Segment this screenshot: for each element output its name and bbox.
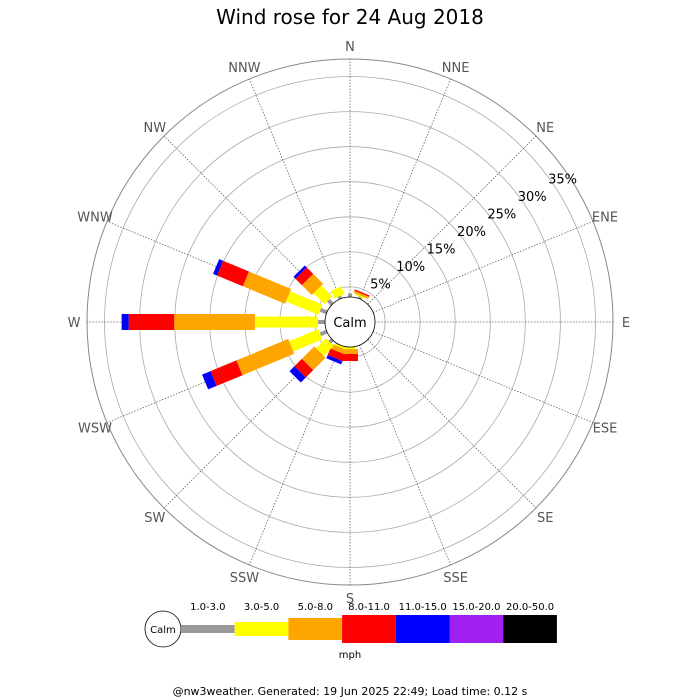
bar-NNE-8.0-11.0 xyxy=(354,289,370,297)
bar-WNW-11.0-15.0 xyxy=(213,259,224,276)
spoke-NNW xyxy=(248,78,341,300)
bar-NNE-5.0-8.0 xyxy=(353,290,370,299)
percent-label-20: 20% xyxy=(457,225,486,240)
legend-label-11.0-15.0: 11.0-15.0 xyxy=(399,602,447,613)
direction-label-WNW: WNW xyxy=(77,210,113,225)
direction-label-NE: NE xyxy=(536,121,554,136)
direction-label-N: N xyxy=(345,40,355,55)
direction-label-SSE: SSE xyxy=(443,571,468,586)
direction-label-NNW: NNW xyxy=(228,61,260,76)
direction-labels: N NNE NE ENE E ESE SE SSE S SSW SW WSW W WNW NW NNW xyxy=(68,40,631,607)
direction-label-SW: SW xyxy=(144,511,165,526)
percent-label-15: 15% xyxy=(427,242,456,257)
direction-label-ENE: ENE xyxy=(592,210,618,225)
speed-legend: Calm 1.0-3.0 3.0-5.0 5.0-8.0 8.0-11.0 11.0-15… xyxy=(144,602,557,661)
spoke-ENE xyxy=(372,220,594,313)
percent-labels: 5% 10%15%20%25%30%35% xyxy=(370,172,577,292)
spoke-SE xyxy=(367,339,537,509)
legend-swatch-15.0-20.0 xyxy=(449,615,504,643)
legend-swatch-11.0-15.0 xyxy=(395,615,450,643)
bar-WNW-5.0-8.0 xyxy=(242,271,292,304)
bar-SW-11.0-15.0 xyxy=(289,366,306,383)
direction-label-SSW: SSW xyxy=(230,571,260,586)
direction-label-S: S xyxy=(346,592,354,607)
bar-NNW-3.0-5.0 xyxy=(331,286,345,299)
legend-swatch-5.0-8.0 xyxy=(288,618,343,640)
bar-SSW-5.0-8.0 xyxy=(330,343,348,355)
bar-SW-5.0-8.0 xyxy=(301,346,326,371)
bar-NNW-1.0-3.0 xyxy=(337,295,343,300)
bar-NW-1.0-3.0 xyxy=(326,298,334,306)
legend-swatch-20.0-50.0 xyxy=(503,615,557,643)
bar-WNW-8.0-11.0 xyxy=(216,260,249,287)
bar-SSW-8.0-11.0 xyxy=(327,348,346,362)
spoke-ESE xyxy=(372,331,594,424)
legend-label-15.0-20.0: 15.0-20.0 xyxy=(452,602,500,613)
legend-swatch-1.0-3.0 xyxy=(181,625,235,633)
bar-WSW-8.0-11.0 xyxy=(210,360,243,386)
spoke-NNE xyxy=(359,78,452,300)
percent-label-5: 5% xyxy=(370,278,391,293)
legend-units: mph xyxy=(339,650,361,661)
bar-SW-1.0-3.0 xyxy=(328,338,334,344)
percent-label-10: 10% xyxy=(396,260,425,275)
bar-SW-8.0-11.0 xyxy=(294,358,314,378)
calm-label: Calm xyxy=(333,316,366,331)
legend-label-3.0-5.0: 3.0-5.0 xyxy=(244,602,279,613)
bar-WSW-5.0-8.0 xyxy=(236,338,295,376)
chart-title: Wind rose for 24 Aug 2018 xyxy=(216,5,484,29)
spoke-SSW xyxy=(248,344,341,566)
spoke-NE xyxy=(367,135,537,305)
bar-WNW-1.0-3.0 xyxy=(319,307,328,315)
wind-bars xyxy=(121,259,370,390)
bar-SW-3.0-5.0 xyxy=(316,338,334,356)
legend-swatch-3.0-5.0 xyxy=(234,622,289,636)
legend-label-5.0-8.0: 5.0-8.0 xyxy=(298,602,333,613)
direction-label-WSW: WSW xyxy=(78,422,112,437)
calm-circle-shape xyxy=(324,296,376,348)
bar-NW-3.0-5.0 xyxy=(313,285,333,305)
footer-text: @nw3weather. Generated: 19 Jun 2025 22:4… xyxy=(173,685,528,698)
bar-WSW-11.0-15.0 xyxy=(202,371,217,390)
direction-label-SE: SE xyxy=(537,511,553,526)
direction-label-E: E xyxy=(622,316,630,331)
legend-swatch-8.0-11.0 xyxy=(342,615,396,643)
direction-label-NNE: NNE xyxy=(442,61,470,76)
legend-calm-label: Calm xyxy=(150,625,176,636)
bar-WNW-3.0-5.0 xyxy=(285,291,323,315)
legend-label-8.0-11.0: 8.0-11.0 xyxy=(348,602,390,613)
percent-label-25: 25% xyxy=(487,207,516,222)
direction-label-NW: NW xyxy=(144,121,167,136)
bar-WSW-3.0-5.0 xyxy=(289,329,323,352)
bar-NW-8.0-11.0 xyxy=(295,267,314,286)
percent-label-35: 35% xyxy=(548,172,577,187)
legend-label-1.0-3.0: 1.0-3.0 xyxy=(190,602,225,613)
percent-label-30: 30% xyxy=(518,190,547,205)
direction-label-ESE: ESE xyxy=(593,422,618,437)
calm-circle: Calm xyxy=(324,296,376,348)
bar-WSW-1.0-3.0 xyxy=(319,329,328,337)
legend-label-20.0-50.0: 20.0-50.0 xyxy=(506,602,554,613)
bar-NW-5.0-8.0 xyxy=(301,273,324,296)
spoke-SSE xyxy=(359,344,452,566)
direction-label-W: W xyxy=(68,316,81,331)
bar-NW-11.0-15.0 xyxy=(293,265,307,279)
bar-NNE-3.0-5.0 xyxy=(355,293,366,300)
bar-SSW-11.0-15.0 xyxy=(326,354,343,365)
